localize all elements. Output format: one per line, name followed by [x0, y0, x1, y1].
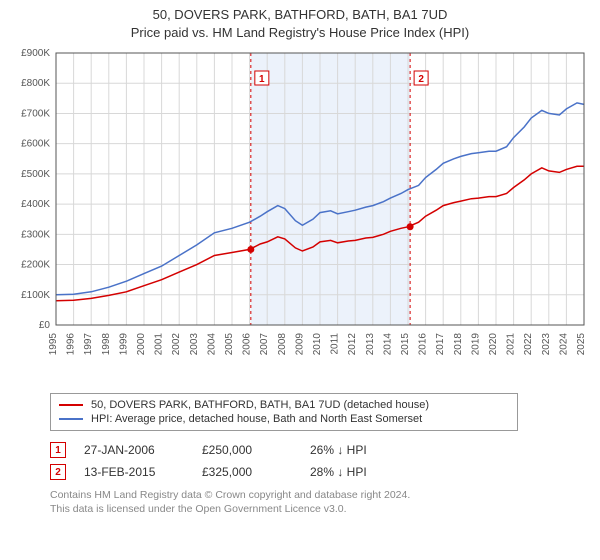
- xtick-label: 2004: [206, 333, 217, 356]
- xtick-label: 2002: [171, 333, 182, 356]
- ytick-label: £700K: [21, 109, 50, 120]
- xtick-label: 2001: [154, 333, 165, 356]
- legend-swatch: [59, 404, 83, 406]
- legend-swatch: [59, 418, 83, 420]
- legend-row: HPI: Average price, detached house, Bath…: [59, 412, 509, 426]
- event-marker: 2: [50, 464, 66, 480]
- legend-label: 50, DOVERS PARK, BATHFORD, BATH, BA1 7UD…: [91, 399, 429, 411]
- event-marker: 1: [50, 442, 66, 458]
- event-date: 27-JAN-2006: [84, 443, 184, 457]
- title-line1: 50, DOVERS PARK, BATHFORD, BATH, BA1 7UD: [10, 6, 590, 24]
- ytick-label: £900K: [21, 48, 50, 59]
- xtick-label: 2006: [242, 333, 253, 356]
- xtick-label: 2014: [382, 333, 393, 356]
- ytick-label: £300K: [21, 229, 50, 240]
- xtick-label: 1999: [118, 333, 129, 356]
- xtick-label: 2005: [224, 333, 235, 356]
- event-price: £250,000: [202, 443, 292, 457]
- chart-svg: £0 £100K £200K £300K £400K £500K £600K £700K £80…: [10, 47, 590, 387]
- title-line2: Price paid vs. HM Land Registry's House …: [10, 24, 590, 42]
- xtick-label: 2024: [558, 333, 569, 356]
- legend-label: HPI: Average price, detached house, Bath…: [91, 413, 422, 425]
- event-price: £325,000: [202, 465, 292, 479]
- event-row: 1 27-JAN-2006 £250,000 26% ↓ HPI: [50, 439, 590, 461]
- annotation-label: 1: [259, 74, 265, 85]
- xtick-label: 1995: [48, 333, 59, 356]
- xtick-label: 2012: [347, 333, 358, 356]
- sale-events: 1 27-JAN-2006 £250,000 26% ↓ HPI 2 13-FEB-201…: [50, 439, 590, 483]
- ytick-label: £100K: [21, 290, 50, 301]
- xtick-label: 2016: [418, 333, 429, 356]
- xtick-label: 2007: [259, 333, 270, 356]
- xtick-label: 1996: [66, 333, 77, 356]
- xtick-label: 2011: [330, 333, 341, 355]
- ytick-label: £800K: [21, 78, 50, 89]
- ytick-label: £0: [39, 320, 51, 331]
- legend: 50, DOVERS PARK, BATHFORD, BATH, BA1 7UD…: [50, 393, 518, 431]
- event-date: 13-FEB-2015: [84, 465, 184, 479]
- highlight-band: [251, 53, 410, 325]
- xtick-label: 2023: [541, 333, 552, 356]
- event-row: 2 13-FEB-2015 £325,000 28% ↓ HPI: [50, 461, 590, 483]
- legend-row: 50, DOVERS PARK, BATHFORD, BATH, BA1 7UD…: [59, 398, 509, 412]
- xtick-label: 2018: [453, 333, 464, 356]
- xtick-label: 2019: [470, 333, 481, 356]
- ytick-label: £400K: [21, 199, 50, 210]
- ytick-label: £500K: [21, 169, 50, 180]
- xtick-label: 2000: [136, 333, 147, 356]
- xtick-label: 2009: [294, 333, 305, 356]
- xtick-label: 2010: [312, 333, 323, 356]
- footer-attribution: Contains HM Land Registry data © Crown c…: [50, 489, 590, 516]
- chart-title: 50, DOVERS PARK, BATHFORD, BATH, BA1 7UD…: [10, 6, 590, 41]
- xtick-label: 1997: [83, 333, 94, 356]
- xtick-label: 1998: [101, 333, 112, 356]
- xtick-label: 2020: [488, 333, 499, 356]
- xtick-label: 2015: [400, 333, 411, 356]
- xtick-label: 2003: [189, 333, 200, 356]
- xtick-label: 2017: [435, 333, 446, 356]
- xtick-label: 2013: [365, 333, 376, 356]
- footer-line1: Contains HM Land Registry data © Crown c…: [50, 489, 590, 503]
- xtick-label: 2021: [506, 333, 517, 356]
- price-chart: £0 £100K £200K £300K £400K £500K £600K £700K £80…: [10, 47, 590, 387]
- ytick-label: £600K: [21, 139, 50, 150]
- event-diff: 26% ↓ HPI: [310, 443, 367, 457]
- xtick-label: 2025: [576, 333, 587, 356]
- footer-line2: This data is licensed under the Open Gov…: [50, 503, 590, 517]
- ytick-label: £200K: [21, 260, 50, 271]
- xtick-label: 2008: [277, 333, 288, 356]
- annotation-label: 2: [418, 74, 424, 85]
- event-diff: 28% ↓ HPI: [310, 465, 367, 479]
- xtick-label: 2022: [523, 333, 534, 356]
